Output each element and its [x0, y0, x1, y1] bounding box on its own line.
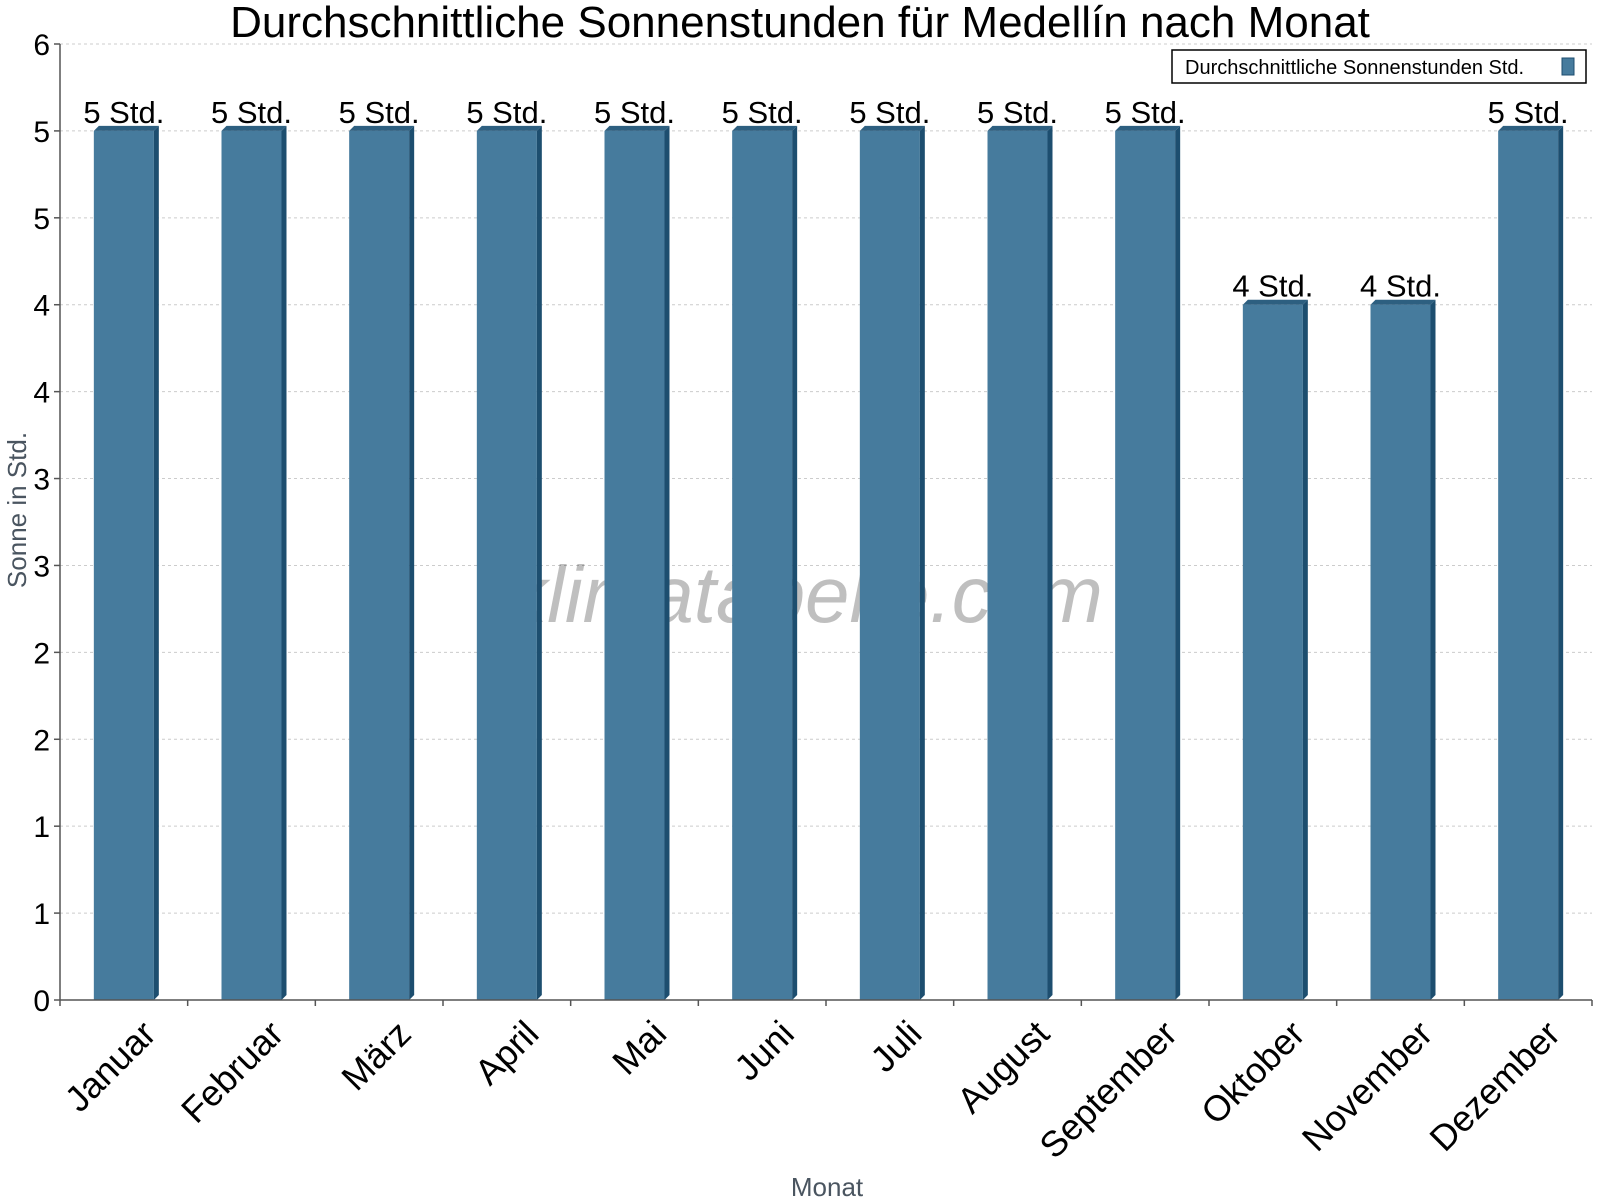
axes — [54, 43, 1593, 1006]
y-tick-label: 4 — [33, 290, 50, 323]
bar-side — [792, 125, 798, 1001]
bar — [732, 125, 798, 1001]
bar-top — [93, 125, 159, 131]
bar-top — [859, 125, 925, 131]
x-tick-label: Juli — [862, 1013, 929, 1080]
x-tick-labels: Januar Februar März April Mai Juni Juli AugustS… — [57, 1013, 1568, 1167]
bar-side — [664, 125, 670, 1001]
bar — [604, 125, 670, 1001]
bar-side — [409, 125, 415, 1001]
x-tick-label: Mai — [604, 1013, 674, 1083]
bar-front — [221, 130, 282, 1001]
x-tick-label: August — [949, 1013, 1057, 1121]
legend: Durchschnittliche Sonnenstunden Std. — [1171, 49, 1587, 84]
bar-front — [1370, 304, 1431, 1000]
bar-side — [1430, 299, 1436, 1000]
data-label: 5 Std. — [1488, 95, 1569, 130]
x-tick-label: April — [467, 1013, 547, 1093]
x-tick-label: Oktober — [1193, 1013, 1313, 1133]
legend-label: Durchschnittliche Sonnenstunden Std. — [1185, 57, 1524, 79]
data-labels: 5 Std. 5 Std. 5 Std. 5 Std. 5 Std. 5 Std. 5 St… — [83, 95, 1568, 304]
bar-top — [349, 125, 415, 131]
bar-front — [349, 130, 410, 1001]
y-tick-label: 0 — [33, 985, 50, 1018]
bar-front — [604, 130, 665, 1001]
bar-front — [1115, 130, 1176, 1001]
y-tick-labels: 0 1 1 2 2 3 3 4 4 5 5 6 — [33, 29, 50, 1018]
bar — [1498, 125, 1564, 1001]
bar-front — [859, 130, 920, 1001]
bar-top — [604, 125, 670, 131]
x-tick-label: Dezember — [1421, 1013, 1567, 1159]
x-tick-label: November — [1294, 1013, 1440, 1159]
bar — [221, 125, 287, 1001]
y-tick-label: 2 — [33, 637, 50, 670]
data-label: 5 Std. — [83, 95, 164, 130]
bar — [93, 125, 159, 1001]
bar-side — [153, 125, 159, 1001]
bar-side — [281, 125, 287, 1001]
y-tick-label: 1 — [33, 811, 50, 844]
legend-box — [1171, 49, 1587, 84]
data-label: 5 Std. — [211, 95, 292, 130]
bars — [93, 125, 1564, 1001]
bar-front — [987, 130, 1048, 1001]
x-tick-label: Januar — [57, 1013, 164, 1120]
bar-side — [919, 125, 925, 1001]
bar-top — [1370, 299, 1436, 305]
bar-side — [1302, 299, 1308, 1000]
y-tick-label: 1 — [33, 898, 50, 931]
y-tick-label: 5 — [33, 203, 50, 236]
bar-front — [476, 130, 537, 1001]
data-label: 4 Std. — [1360, 269, 1441, 304]
x-tick-label: September — [1031, 1013, 1185, 1167]
y-tick-label: 5 — [33, 116, 50, 149]
bar — [987, 125, 1053, 1001]
data-label: 4 Std. — [1232, 269, 1313, 304]
bar-top — [732, 125, 798, 131]
chart-title: Durchschnittliche Sonnenstunden für Mede… — [230, 0, 1370, 47]
bar — [859, 125, 925, 1001]
data-label: 5 Std. — [1105, 95, 1186, 130]
bar-top — [476, 125, 542, 131]
bar-side — [1558, 125, 1564, 1001]
bar — [1242, 299, 1308, 1000]
bar-top — [1115, 125, 1181, 131]
y-tick-label: 3 — [33, 550, 50, 583]
data-label: 5 Std. — [594, 95, 675, 130]
bar — [476, 125, 542, 1001]
x-tick-label: Februar — [173, 1013, 291, 1131]
y-axis-label: Sonne in Std. — [2, 432, 32, 588]
bar-front — [732, 130, 793, 1001]
y-tick-label: 3 — [33, 464, 50, 497]
bar-side — [536, 125, 542, 1001]
data-label: 5 Std. — [849, 95, 930, 130]
bar-front — [1498, 130, 1559, 1001]
bar-front — [1242, 304, 1303, 1000]
bar — [1115, 125, 1181, 1001]
bar-side — [1047, 125, 1053, 1001]
x-axis-label: Monat — [791, 1172, 864, 1200]
bar-side — [1175, 125, 1181, 1001]
gridlines — [60, 43, 1592, 914]
y-tick-label: 2 — [33, 724, 50, 757]
data-label: 5 Std. — [466, 95, 547, 130]
y-tick-label: 4 — [33, 377, 50, 410]
x-tick-label: Juni — [726, 1013, 802, 1089]
bar-top — [221, 125, 287, 131]
x-tick-label: März — [333, 1013, 419, 1099]
bar-top — [987, 125, 1053, 131]
data-label: 5 Std. — [722, 95, 803, 130]
bar-top — [1498, 125, 1564, 131]
legend-swatch — [1561, 57, 1575, 76]
y-tick-label: 6 — [33, 29, 50, 62]
bar-front — [93, 130, 154, 1001]
bar — [1370, 299, 1436, 1000]
data-label: 5 Std. — [339, 95, 420, 130]
data-label: 5 Std. — [977, 95, 1058, 130]
bar-top — [1242, 299, 1308, 305]
bar — [349, 125, 415, 1001]
